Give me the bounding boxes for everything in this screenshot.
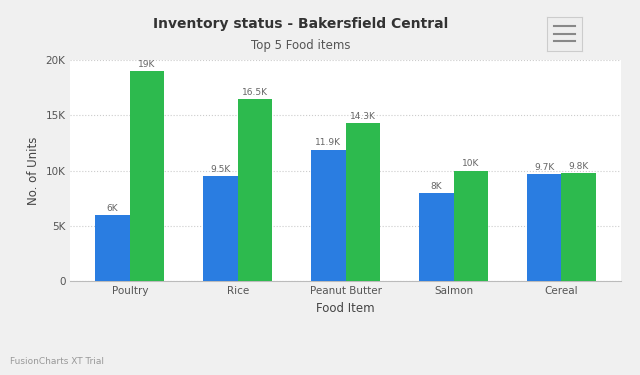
Bar bbox=[419, 193, 454, 281]
Bar bbox=[561, 173, 596, 281]
Text: 11.9K: 11.9K bbox=[316, 138, 341, 147]
Text: 10K: 10K bbox=[462, 159, 479, 168]
Bar bbox=[130, 71, 164, 281]
Text: FusionCharts XT Trial: FusionCharts XT Trial bbox=[10, 357, 104, 366]
X-axis label: Food Item: Food Item bbox=[316, 302, 375, 315]
Bar bbox=[346, 123, 380, 281]
Text: 16.5K: 16.5K bbox=[242, 87, 268, 96]
Text: 8K: 8K bbox=[431, 182, 442, 190]
Text: Top 5 Food items: Top 5 Food items bbox=[251, 39, 351, 53]
Bar bbox=[203, 176, 237, 281]
Bar bbox=[237, 99, 272, 281]
Bar bbox=[311, 150, 346, 281]
Bar bbox=[527, 174, 561, 281]
Text: 19K: 19K bbox=[138, 60, 156, 69]
Text: 9.5K: 9.5K bbox=[211, 165, 230, 174]
Y-axis label: No. of Units: No. of Units bbox=[27, 136, 40, 205]
Text: 9.8K: 9.8K bbox=[568, 162, 589, 171]
Bar bbox=[454, 171, 488, 281]
Text: 6K: 6K bbox=[107, 204, 118, 213]
Legend: Available Stock, Estimated Demand: Available Stock, Estimated Demand bbox=[195, 371, 452, 375]
Text: 9.7K: 9.7K bbox=[534, 163, 554, 172]
Bar bbox=[95, 215, 130, 281]
Text: 14.3K: 14.3K bbox=[350, 112, 376, 121]
Text: Inventory status - Bakersfield Central: Inventory status - Bakersfield Central bbox=[153, 17, 449, 31]
